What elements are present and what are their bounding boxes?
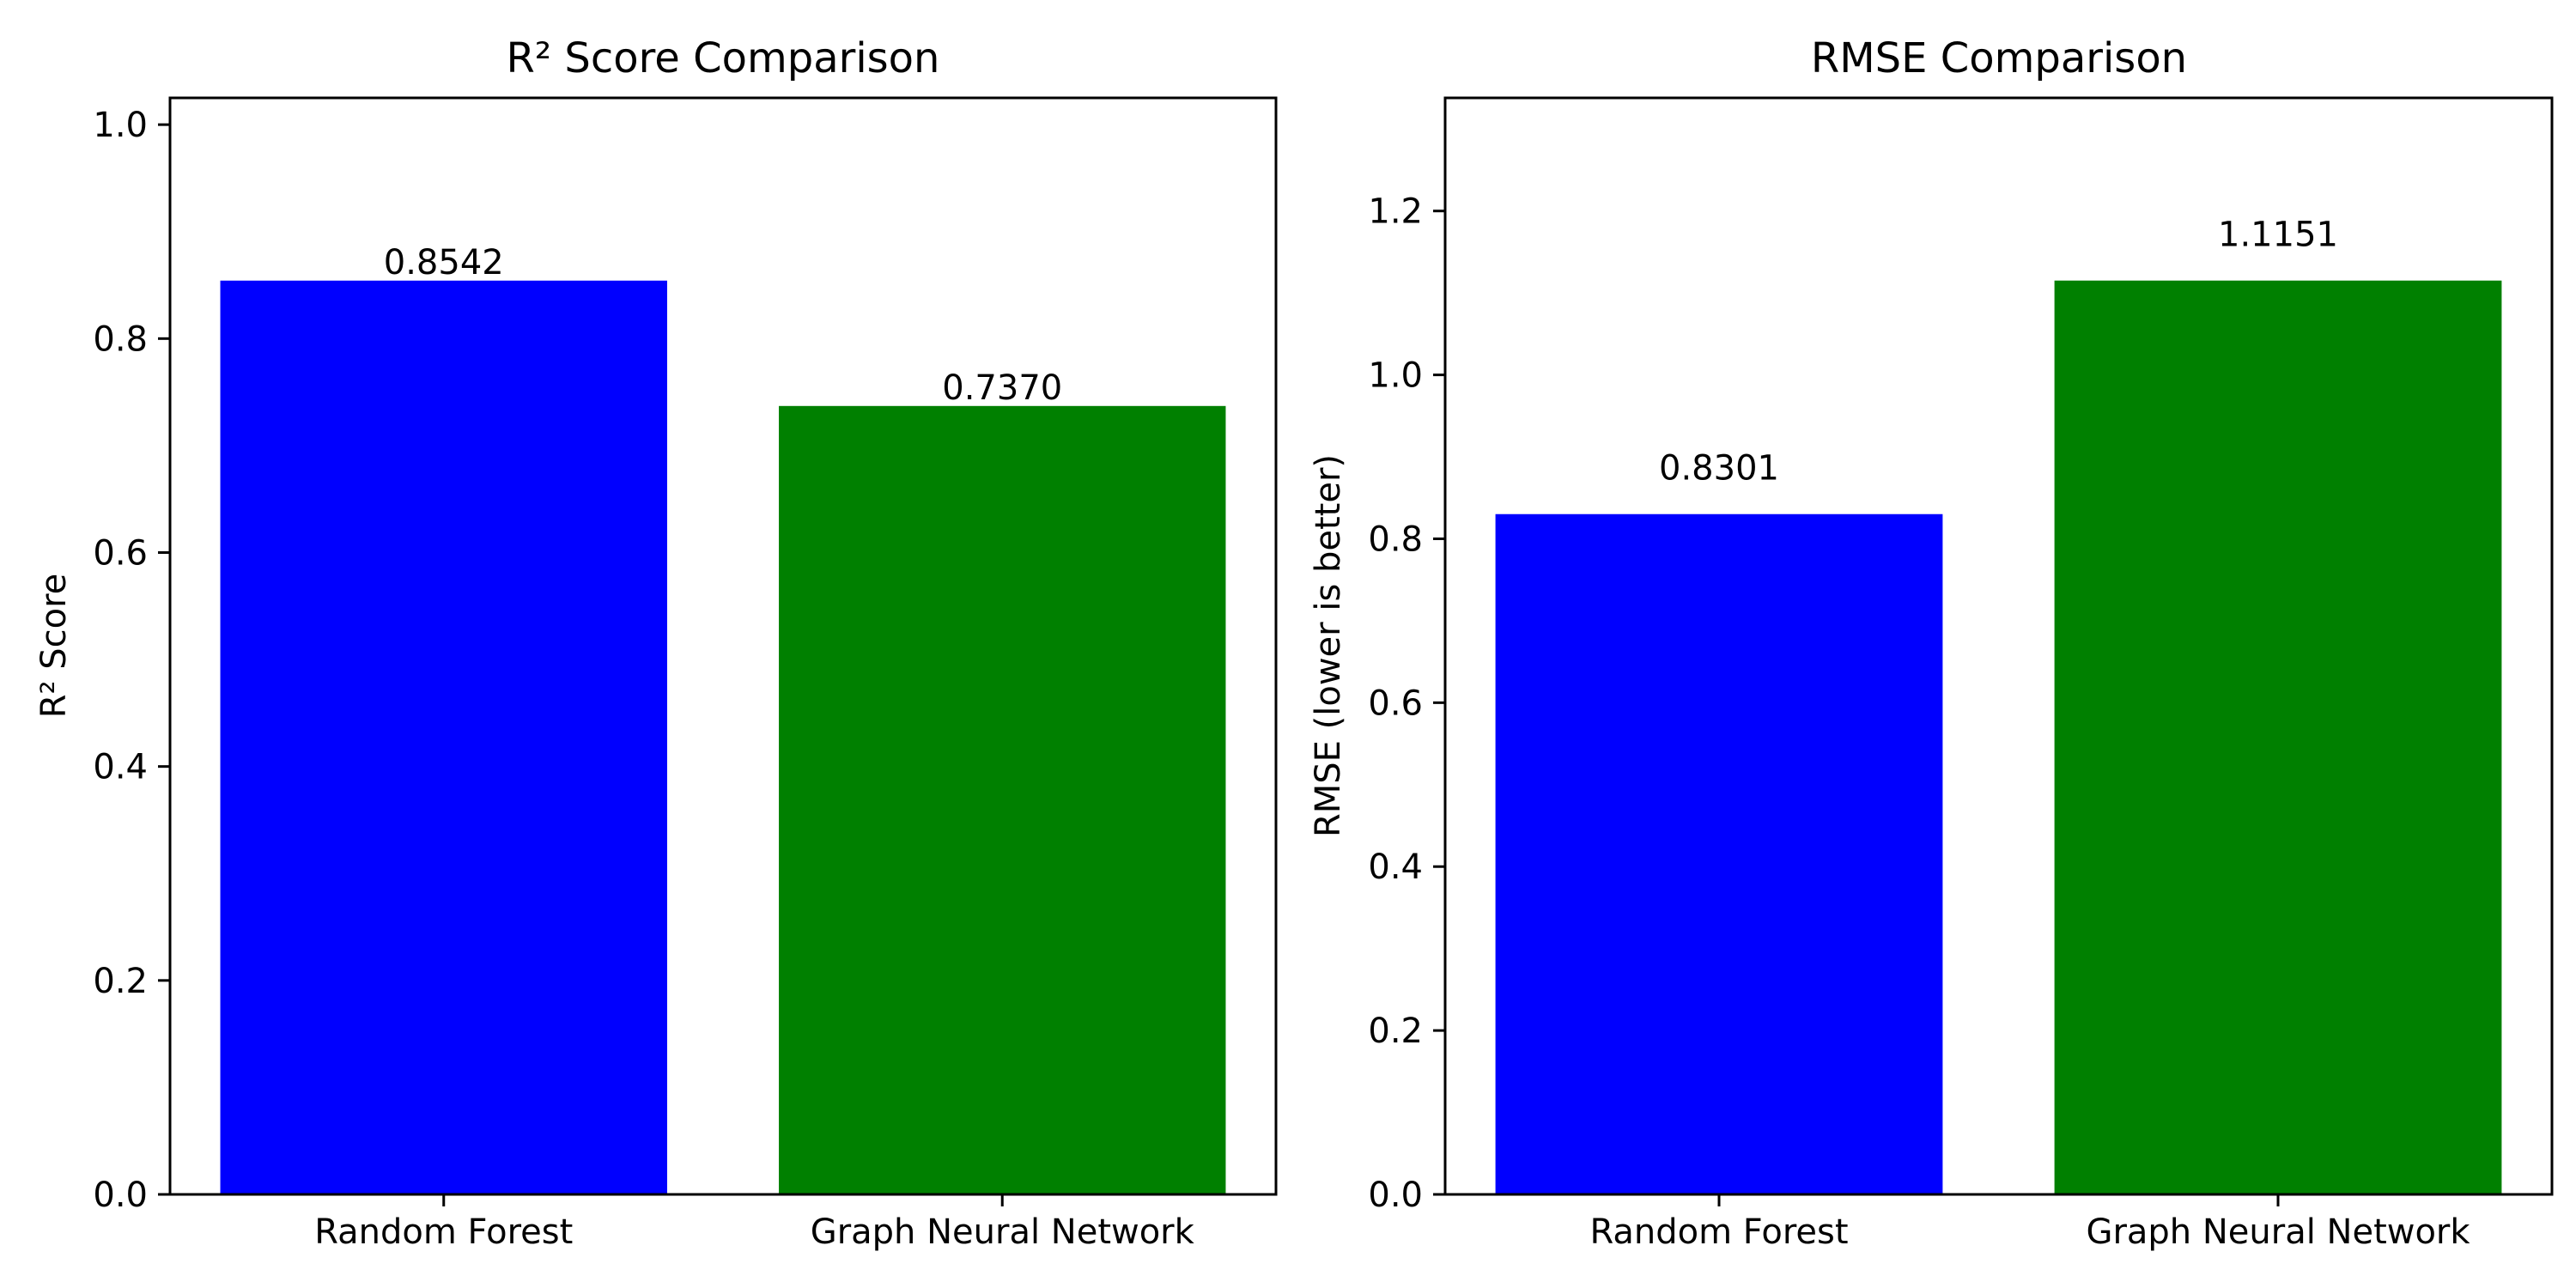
r2-value-label: 0.8542	[384, 243, 504, 283]
rmse-bar-random-forest	[1495, 513, 1943, 1194]
rmse-value-labels: 0.8301 1.1151	[1659, 216, 2338, 489]
r2-y-ticks: 0.0 0.2 0.4 0.6 0.8 1.0	[93, 106, 170, 1215]
rmse-y-tick-label: 0.0	[1368, 1176, 1423, 1215]
r2-y-axis-label: R² Score	[34, 574, 74, 719]
rmse-x-tick-label: Graph Neural Network	[2086, 1212, 2470, 1252]
r2-y-tick-label: 1.0	[93, 106, 148, 145]
rmse-bar-graph-neural-network	[2054, 280, 2502, 1194]
rmse-y-tick-label: 0.8	[1368, 519, 1423, 559]
r2-axes-frame	[168, 96, 1278, 1196]
rmse-chart-title: RMSE Comparison	[1811, 34, 2187, 82]
r2-y-tick-label: 0.0	[93, 1176, 148, 1215]
rmse-chart: RMSE Comparison RMSE (lower is better) 0…	[1309, 34, 2554, 1252]
r2-y-tick-label: 0.2	[93, 962, 148, 1001]
r2-bar-random-forest	[220, 280, 667, 1195]
rmse-y-ticks: 0.0 0.2 0.4 0.6 0.8 1.0 1.2	[1368, 192, 1445, 1215]
r2-value-label: 0.7370	[942, 368, 1062, 408]
r2-y-tick-label: 0.4	[93, 748, 148, 787]
rmse-y-axis-label: RMSE (lower is better)	[1309, 454, 1348, 837]
r2-y-tick-label: 0.8	[93, 319, 148, 359]
rmse-x-tick-label: Random Forest	[1589, 1212, 1848, 1252]
rmse-value-label: 1.1151	[2218, 216, 2338, 255]
r2-chart: R² Score Comparison R² Score 0.8542 0.737…	[34, 34, 1278, 1252]
r2-bar-graph-neural-network	[779, 405, 1226, 1194]
r2-x-tick-label: Graph Neural Network	[811, 1212, 1195, 1252]
rmse-axes-frame	[1443, 96, 2554, 1196]
rmse-y-tick-label: 1.0	[1368, 356, 1423, 396]
rmse-y-tick-label: 0.6	[1368, 683, 1423, 723]
r2-x-tick-label: Random Forest	[314, 1212, 573, 1252]
rmse-y-tick-label: 0.2	[1368, 1012, 1423, 1051]
rmse-bars	[1495, 280, 2502, 1194]
r2-bars	[220, 280, 1226, 1195]
rmse-y-tick-label: 0.4	[1368, 848, 1423, 887]
rmse-value-label: 0.8301	[1659, 449, 1779, 489]
r2-chart-title: R² Score Comparison	[507, 34, 940, 82]
rmse-x-ticks: Random Forest Graph Neural Network	[1589, 1194, 2470, 1252]
rmse-y-tick-label: 1.2	[1368, 192, 1423, 232]
r2-x-ticks: Random Forest Graph Neural Network	[314, 1194, 1195, 1252]
r2-y-tick-label: 0.6	[93, 533, 148, 573]
r2-value-labels: 0.8542 0.7370	[384, 243, 1062, 408]
